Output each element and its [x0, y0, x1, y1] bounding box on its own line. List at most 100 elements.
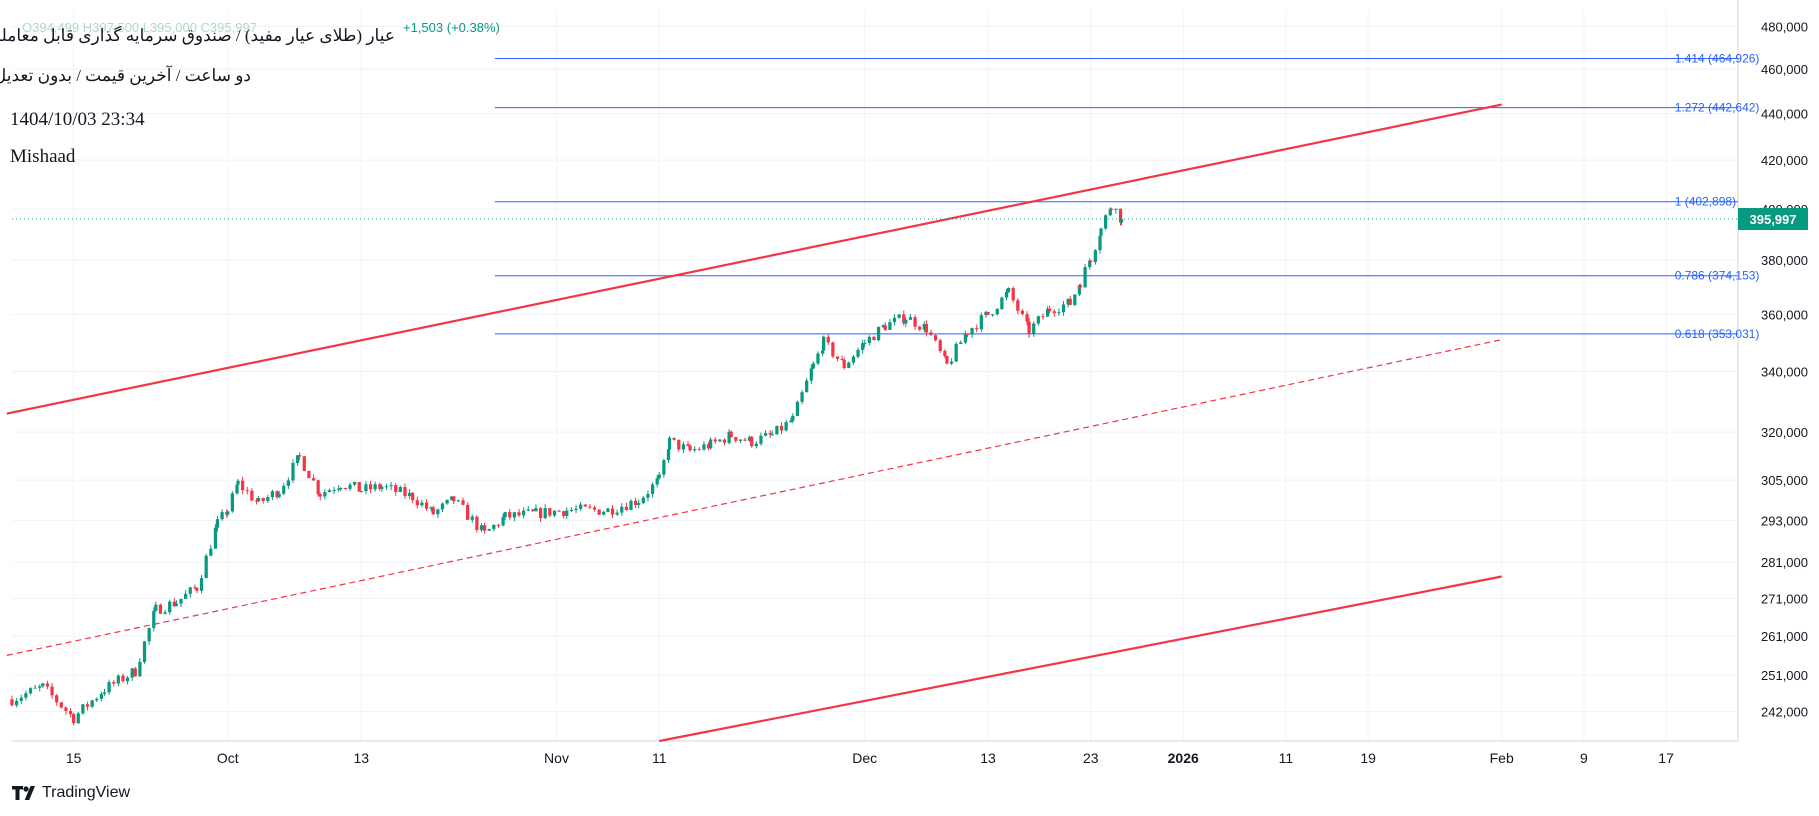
candle-up — [949, 361, 954, 364]
candle-down — [431, 507, 435, 515]
candle-up — [220, 512, 224, 520]
y-tick-label: 242,000 — [1761, 705, 1808, 720]
candle-up — [655, 478, 659, 485]
candle-up — [479, 525, 484, 530]
candle-up — [487, 529, 491, 531]
candle-up — [1061, 304, 1066, 313]
candle-down — [133, 668, 137, 677]
candle-up — [954, 344, 958, 362]
candle-up — [1088, 260, 1092, 268]
candle-down — [743, 439, 747, 441]
candle-up — [107, 682, 111, 693]
candle-down — [1041, 316, 1045, 318]
candle-up — [1119, 218, 1124, 223]
candle-down — [1052, 311, 1056, 314]
candle-up — [620, 506, 624, 513]
y-tick-label: 340,000 — [1761, 365, 1808, 380]
candle-up — [179, 598, 183, 604]
y-tick-label: 440,000 — [1761, 107, 1808, 122]
candle-down — [583, 504, 587, 507]
candle-down — [597, 509, 601, 515]
candle-up — [236, 480, 240, 485]
candle-up — [666, 449, 671, 461]
candle-down — [672, 437, 676, 440]
candle-up — [922, 323, 926, 330]
candle-down — [403, 487, 407, 497]
candle-down — [562, 511, 566, 516]
candle-up — [811, 363, 815, 369]
channel-line-middle — [6, 339, 1502, 656]
candle-up — [851, 356, 856, 363]
candle-up — [657, 474, 661, 479]
candle-down — [768, 432, 772, 435]
candle-up — [791, 415, 795, 421]
candle-up — [90, 700, 94, 707]
candle-up — [33, 687, 37, 689]
candle-up — [1036, 316, 1040, 324]
candle-down — [475, 516, 479, 530]
candle-up — [979, 315, 983, 330]
candle-down — [592, 507, 597, 510]
candle-down — [943, 350, 947, 357]
candle-down — [634, 500, 638, 505]
candle-up — [574, 508, 578, 511]
candle-down — [734, 437, 738, 441]
tradingview-logo[interactable]: TradingView — [12, 784, 130, 802]
candle-up — [662, 460, 666, 475]
candle-down — [45, 683, 50, 687]
candle-up — [775, 425, 779, 435]
candle-up — [1006, 287, 1011, 292]
y-tick-label: 360,000 — [1761, 307, 1808, 322]
fib-level-label: 1.414 (464,926) — [1675, 51, 1760, 65]
candle-up — [142, 641, 147, 663]
y-tick-label: 293,000 — [1761, 513, 1808, 528]
candle-up — [116, 675, 120, 684]
x-tick-label: Dec — [852, 750, 877, 766]
candle-down — [275, 491, 279, 498]
candle-down — [713, 439, 717, 442]
candle-up — [727, 431, 731, 443]
candle-up — [152, 610, 156, 629]
candle-up — [501, 517, 505, 526]
candle-down — [496, 524, 501, 526]
candle-down — [1089, 260, 1093, 262]
candle-up — [637, 503, 641, 505]
candle-up — [102, 692, 107, 695]
candle-up — [492, 524, 496, 530]
candle-down — [883, 325, 887, 330]
x-tick-label: 11 — [652, 750, 667, 766]
candle-up — [503, 512, 507, 518]
last-price-label: 395,997 — [1750, 212, 1797, 227]
candle-down — [938, 340, 942, 351]
candle-down — [902, 314, 906, 324]
candle-up — [184, 593, 188, 599]
candle-up — [266, 497, 270, 502]
candle-up — [709, 439, 713, 449]
candle-down — [59, 702, 63, 708]
candle-down — [85, 704, 90, 707]
candle-up — [24, 693, 28, 698]
candle-down — [298, 455, 302, 457]
candle-down — [913, 317, 917, 327]
candle-up — [646, 494, 650, 498]
candle-up — [373, 484, 377, 490]
y-tick-label: 380,000 — [1761, 253, 1808, 268]
candle-up — [805, 380, 809, 393]
candle-up — [795, 401, 800, 416]
candle-down — [68, 710, 73, 715]
candle-up — [28, 688, 33, 694]
candle-down — [975, 328, 979, 330]
channel-line-upper — [6, 103, 1502, 415]
candle-up — [759, 435, 763, 444]
candle-down — [394, 485, 398, 492]
candle-up — [1066, 298, 1070, 305]
candle-down — [193, 587, 197, 589]
y-tick-label: 480,000 — [1761, 20, 1808, 35]
y-tick-label: 420,000 — [1761, 153, 1808, 168]
candle-up — [534, 508, 538, 512]
candle-up — [188, 587, 192, 594]
candle-up — [984, 311, 988, 316]
candle-up — [606, 508, 610, 512]
candle-down — [929, 332, 933, 336]
